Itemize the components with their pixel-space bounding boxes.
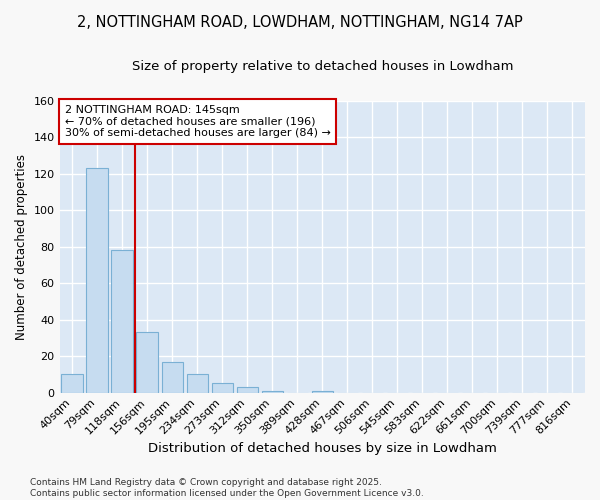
Bar — [187, 374, 208, 392]
Title: Size of property relative to detached houses in Lowdham: Size of property relative to detached ho… — [131, 60, 513, 73]
Text: 2, NOTTINGHAM ROAD, LOWDHAM, NOTTINGHAM, NG14 7AP: 2, NOTTINGHAM ROAD, LOWDHAM, NOTTINGHAM,… — [77, 15, 523, 30]
Bar — [236, 387, 258, 392]
Bar — [86, 168, 108, 392]
Bar — [212, 384, 233, 392]
Bar — [112, 250, 133, 392]
Y-axis label: Number of detached properties: Number of detached properties — [15, 154, 28, 340]
X-axis label: Distribution of detached houses by size in Lowdham: Distribution of detached houses by size … — [148, 442, 497, 455]
Text: 2 NOTTINGHAM ROAD: 145sqm
← 70% of detached houses are smaller (196)
30% of semi: 2 NOTTINGHAM ROAD: 145sqm ← 70% of detac… — [65, 105, 331, 138]
Bar — [161, 362, 183, 392]
Bar — [262, 391, 283, 392]
Bar — [136, 332, 158, 392]
Bar — [311, 391, 333, 392]
Bar — [61, 374, 83, 392]
Text: Contains HM Land Registry data © Crown copyright and database right 2025.
Contai: Contains HM Land Registry data © Crown c… — [30, 478, 424, 498]
